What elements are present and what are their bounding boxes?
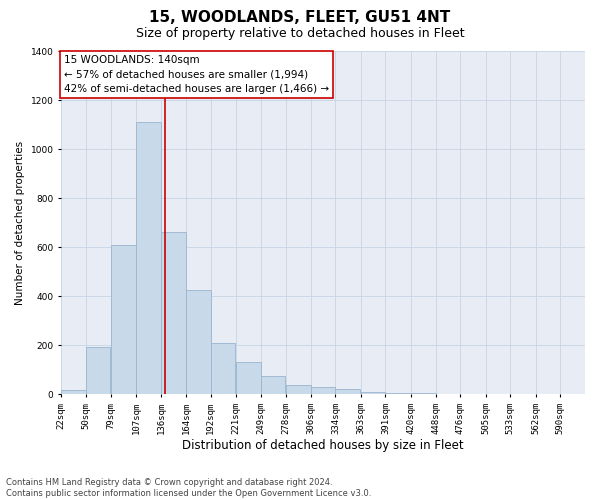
Y-axis label: Number of detached properties: Number of detached properties <box>15 140 25 304</box>
Bar <box>361 392 385 394</box>
Bar <box>211 342 235 394</box>
Bar <box>136 122 161 394</box>
Bar <box>260 376 286 394</box>
Bar <box>385 393 410 394</box>
Text: Contains HM Land Registry data © Crown copyright and database right 2024.
Contai: Contains HM Land Registry data © Crown c… <box>6 478 371 498</box>
Bar <box>286 386 311 394</box>
Text: 15 WOODLANDS: 140sqm
← 57% of detached houses are smaller (1,994)
42% of semi-de: 15 WOODLANDS: 140sqm ← 57% of detached h… <box>64 54 329 94</box>
Text: 15, WOODLANDS, FLEET, GU51 4NT: 15, WOODLANDS, FLEET, GU51 4NT <box>149 10 451 25</box>
X-axis label: Distribution of detached houses by size in Fleet: Distribution of detached houses by size … <box>182 440 464 452</box>
Bar <box>335 389 360 394</box>
Bar <box>186 290 211 394</box>
Bar <box>236 362 260 394</box>
Text: Size of property relative to detached houses in Fleet: Size of property relative to detached ho… <box>136 28 464 40</box>
Bar <box>311 386 335 394</box>
Bar <box>111 244 136 394</box>
Bar <box>61 390 86 394</box>
Bar <box>86 348 110 394</box>
Bar <box>161 232 186 394</box>
